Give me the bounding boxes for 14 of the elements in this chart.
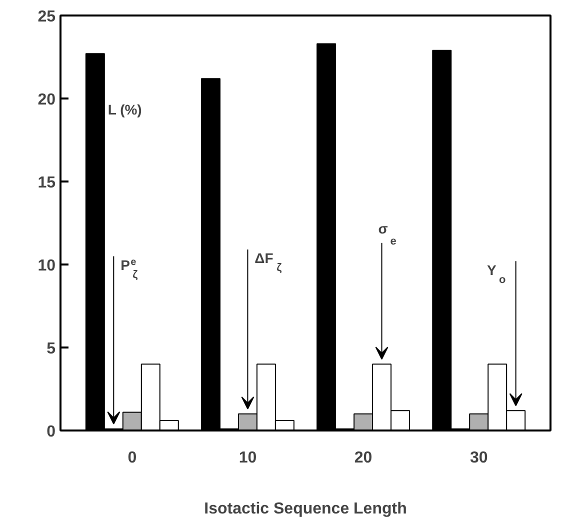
x-tick-label: 10 bbox=[238, 450, 257, 466]
y-tick-label: 5 bbox=[46, 340, 56, 358]
x-tick-label: 20 bbox=[354, 450, 372, 466]
text: ΔFζ bbox=[254, 250, 282, 274]
y-tick-label: 25 bbox=[38, 8, 56, 26]
x-tick-label: 30 bbox=[470, 450, 488, 466]
series-label: L (%) bbox=[108, 102, 142, 118]
x-axis-title: Isotactic Sequence Length bbox=[204, 500, 407, 518]
y-tick-label: 10 bbox=[38, 258, 56, 274]
y-tick-label: 0 bbox=[46, 424, 56, 440]
y-tick-label: 20 bbox=[38, 92, 56, 108]
y-tick-label: 15 bbox=[38, 174, 56, 192]
text: σe bbox=[378, 220, 396, 248]
x-tick-label: 0 bbox=[128, 450, 137, 466]
